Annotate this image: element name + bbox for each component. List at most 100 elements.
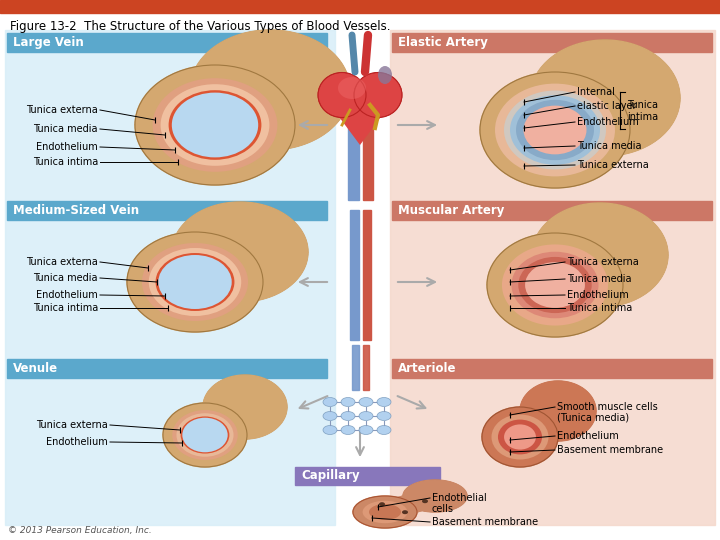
- Ellipse shape: [203, 375, 287, 439]
- Text: Capillary: Capillary: [301, 469, 359, 483]
- Polygon shape: [135, 90, 350, 185]
- Ellipse shape: [168, 90, 261, 160]
- Bar: [7, 201, 327, 220]
- Polygon shape: [353, 480, 467, 512]
- Ellipse shape: [480, 72, 630, 188]
- Text: Tunica intima: Tunica intima: [32, 157, 98, 167]
- Ellipse shape: [377, 426, 391, 435]
- Text: Endothelium: Endothelium: [36, 290, 98, 300]
- Text: Basement membrane: Basement membrane: [557, 445, 663, 455]
- Polygon shape: [480, 40, 680, 130]
- Text: Elastic Artery: Elastic Artery: [398, 36, 488, 49]
- Text: © 2013 Pearson Education, Inc.: © 2013 Pearson Education, Inc.: [8, 526, 152, 535]
- Text: Tunica intima: Tunica intima: [32, 303, 98, 313]
- Ellipse shape: [359, 397, 373, 407]
- Text: Tunica intima: Tunica intima: [567, 303, 632, 313]
- Bar: [352, 345, 359, 390]
- Text: Tunica externa: Tunica externa: [577, 160, 649, 170]
- Ellipse shape: [318, 72, 366, 118]
- Bar: [295, 467, 440, 485]
- Bar: [7, 359, 327, 378]
- Bar: [7, 33, 327, 52]
- Text: Endothelial: Endothelial: [432, 493, 487, 503]
- Ellipse shape: [369, 504, 401, 520]
- Polygon shape: [487, 203, 668, 285]
- Bar: [363, 120, 373, 200]
- Text: Endothelium: Endothelium: [557, 431, 618, 441]
- Bar: [363, 345, 369, 390]
- Ellipse shape: [518, 257, 592, 313]
- Ellipse shape: [323, 426, 337, 435]
- Ellipse shape: [379, 502, 385, 506]
- Text: (Tunica media): (Tunica media): [557, 412, 629, 422]
- Text: Internal: Internal: [577, 87, 615, 97]
- Ellipse shape: [511, 252, 598, 318]
- Text: Tunica externa: Tunica externa: [567, 257, 639, 267]
- Ellipse shape: [359, 411, 373, 421]
- Text: cells: cells: [432, 504, 454, 514]
- Polygon shape: [163, 407, 287, 467]
- Polygon shape: [353, 496, 467, 528]
- Bar: [348, 120, 359, 200]
- Text: Venule: Venule: [13, 362, 58, 375]
- Ellipse shape: [127, 232, 263, 332]
- Ellipse shape: [422, 499, 428, 503]
- Ellipse shape: [158, 255, 232, 309]
- Polygon shape: [135, 30, 350, 125]
- Ellipse shape: [504, 91, 606, 170]
- Ellipse shape: [323, 411, 337, 421]
- Text: Tunica externa: Tunica externa: [26, 105, 98, 115]
- Ellipse shape: [482, 407, 558, 467]
- Ellipse shape: [359, 426, 373, 435]
- Ellipse shape: [341, 411, 355, 421]
- Polygon shape: [163, 375, 287, 435]
- Polygon shape: [325, 98, 395, 145]
- Ellipse shape: [378, 66, 392, 84]
- Text: Endothelium: Endothelium: [577, 117, 639, 127]
- Bar: [5, 30, 335, 525]
- Ellipse shape: [492, 415, 549, 460]
- Text: Arteriole: Arteriole: [398, 362, 456, 375]
- Ellipse shape: [341, 426, 355, 435]
- Ellipse shape: [172, 92, 258, 157]
- Ellipse shape: [172, 410, 238, 460]
- Ellipse shape: [338, 77, 366, 99]
- Polygon shape: [487, 255, 668, 337]
- Text: Tunica media: Tunica media: [577, 141, 642, 151]
- Ellipse shape: [353, 496, 417, 528]
- Text: Figure 13-2  The Structure of the Various Types of Blood Vessels.: Figure 13-2 The Structure of the Various…: [10, 20, 390, 33]
- Text: Endothelium: Endothelium: [36, 142, 98, 152]
- Ellipse shape: [135, 65, 295, 185]
- Ellipse shape: [182, 418, 228, 453]
- Bar: [350, 210, 359, 340]
- Ellipse shape: [504, 424, 536, 450]
- Text: Basement membrane: Basement membrane: [432, 517, 538, 527]
- Ellipse shape: [161, 84, 269, 166]
- Text: Tunica media: Tunica media: [567, 274, 631, 284]
- Ellipse shape: [377, 411, 391, 421]
- Ellipse shape: [523, 106, 587, 154]
- Ellipse shape: [498, 420, 542, 454]
- Text: Muscular Artery: Muscular Artery: [398, 204, 505, 217]
- Bar: [348, 120, 359, 200]
- Text: Tunica externa: Tunica externa: [36, 420, 108, 430]
- Text: Endothelium: Endothelium: [567, 290, 629, 300]
- Ellipse shape: [402, 510, 408, 514]
- Ellipse shape: [530, 40, 680, 156]
- Ellipse shape: [516, 100, 594, 160]
- Ellipse shape: [525, 262, 585, 308]
- Ellipse shape: [176, 413, 233, 457]
- Ellipse shape: [172, 202, 308, 302]
- Ellipse shape: [163, 403, 247, 467]
- Bar: [0, 0, 720, 13]
- Text: Medium-Sized Vein: Medium-Sized Vein: [13, 204, 139, 217]
- Ellipse shape: [487, 233, 623, 337]
- Text: Tunica media: Tunica media: [34, 124, 98, 134]
- Ellipse shape: [341, 397, 355, 407]
- Ellipse shape: [363, 501, 408, 523]
- Polygon shape: [127, 202, 308, 282]
- Ellipse shape: [142, 243, 248, 321]
- Ellipse shape: [403, 480, 467, 512]
- Ellipse shape: [532, 203, 668, 307]
- Text: elastic layer: elastic layer: [577, 101, 636, 111]
